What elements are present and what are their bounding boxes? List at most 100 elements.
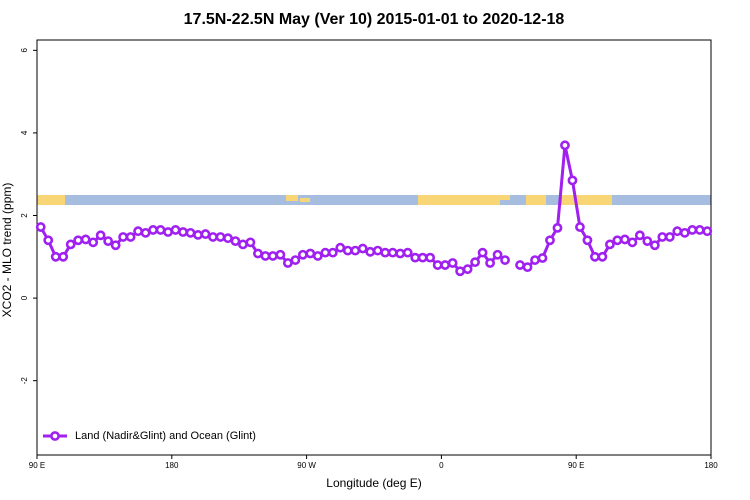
point bbox=[649, 240, 660, 251]
point bbox=[110, 240, 121, 251]
point bbox=[410, 252, 421, 263]
point bbox=[537, 253, 548, 263]
point bbox=[402, 247, 413, 258]
point bbox=[672, 226, 683, 237]
point bbox=[342, 245, 353, 256]
point bbox=[627, 237, 638, 248]
point bbox=[103, 236, 114, 246]
point bbox=[290, 255, 301, 265]
point bbox=[372, 245, 383, 256]
point bbox=[238, 239, 248, 250]
point bbox=[50, 251, 61, 262]
point bbox=[208, 232, 218, 242]
x-axis-label: Longitude (deg E) bbox=[326, 476, 421, 490]
point bbox=[170, 225, 181, 235]
y-tick-label: 2 bbox=[20, 213, 29, 218]
point bbox=[260, 251, 271, 261]
y-tick-label: 4 bbox=[20, 130, 29, 135]
point bbox=[552, 222, 563, 233]
point bbox=[58, 251, 69, 262]
point bbox=[657, 232, 668, 242]
point bbox=[612, 235, 623, 246]
point bbox=[387, 247, 398, 258]
x-tick-label: 180 bbox=[165, 461, 179, 470]
point bbox=[664, 232, 675, 242]
point bbox=[470, 257, 480, 268]
point bbox=[492, 249, 503, 260]
point bbox=[267, 251, 278, 261]
point bbox=[80, 234, 91, 245]
point bbox=[462, 264, 473, 275]
point bbox=[223, 233, 233, 244]
y-tick-label: 6 bbox=[20, 48, 29, 53]
point bbox=[215, 232, 226, 242]
chart-title: 17.5N-22.5N May (Ver 10) 2015-01-01 to 2… bbox=[184, 11, 565, 28]
point bbox=[43, 235, 54, 246]
point bbox=[253, 248, 263, 259]
point bbox=[634, 230, 645, 241]
point bbox=[530, 255, 540, 265]
point bbox=[125, 232, 136, 242]
point bbox=[88, 237, 99, 248]
point bbox=[590, 251, 600, 262]
point bbox=[687, 225, 698, 235]
point bbox=[35, 222, 46, 232]
point bbox=[245, 237, 256, 248]
x-tick-label: 180 bbox=[704, 461, 718, 470]
point bbox=[500, 255, 510, 265]
point bbox=[702, 226, 713, 237]
point bbox=[425, 252, 436, 263]
point bbox=[560, 140, 570, 151]
point bbox=[447, 258, 458, 268]
point bbox=[440, 260, 451, 270]
point bbox=[522, 262, 533, 273]
point bbox=[432, 260, 443, 270]
y-tick-label: -2 bbox=[20, 377, 29, 385]
point bbox=[597, 251, 608, 262]
point bbox=[395, 248, 406, 259]
point bbox=[185, 227, 196, 238]
point bbox=[567, 175, 578, 186]
point bbox=[619, 234, 630, 245]
x-tick-label: 0 bbox=[439, 461, 444, 470]
point bbox=[365, 246, 376, 257]
point bbox=[694, 225, 705, 235]
point bbox=[163, 227, 173, 237]
point bbox=[148, 225, 158, 235]
point bbox=[545, 235, 555, 246]
point bbox=[642, 236, 653, 246]
point bbox=[65, 239, 76, 250]
point bbox=[178, 227, 188, 237]
legend-marker bbox=[50, 431, 60, 441]
point bbox=[605, 239, 615, 250]
point bbox=[118, 232, 129, 242]
point bbox=[515, 260, 525, 270]
point bbox=[305, 248, 316, 259]
point bbox=[335, 242, 346, 253]
point bbox=[140, 227, 151, 238]
y-tick-label: 0 bbox=[20, 295, 29, 300]
point bbox=[95, 230, 106, 241]
point bbox=[282, 258, 293, 268]
point bbox=[350, 245, 361, 256]
x-tick-label: 90 E bbox=[568, 461, 584, 470]
point bbox=[73, 235, 84, 246]
point bbox=[477, 247, 488, 258]
point bbox=[357, 243, 368, 254]
point bbox=[455, 266, 466, 277]
point bbox=[485, 258, 495, 268]
point bbox=[679, 227, 690, 238]
point bbox=[133, 226, 143, 237]
x-tick-label: 90 W bbox=[297, 461, 316, 470]
point bbox=[230, 236, 241, 246]
point bbox=[193, 230, 203, 240]
point bbox=[320, 247, 331, 258]
point bbox=[297, 249, 308, 260]
point bbox=[417, 252, 428, 263]
point bbox=[155, 225, 166, 235]
point bbox=[200, 229, 211, 239]
point bbox=[380, 247, 391, 258]
land-ocean-band bbox=[37, 195, 711, 205]
plot-frame bbox=[36, 39, 712, 456]
